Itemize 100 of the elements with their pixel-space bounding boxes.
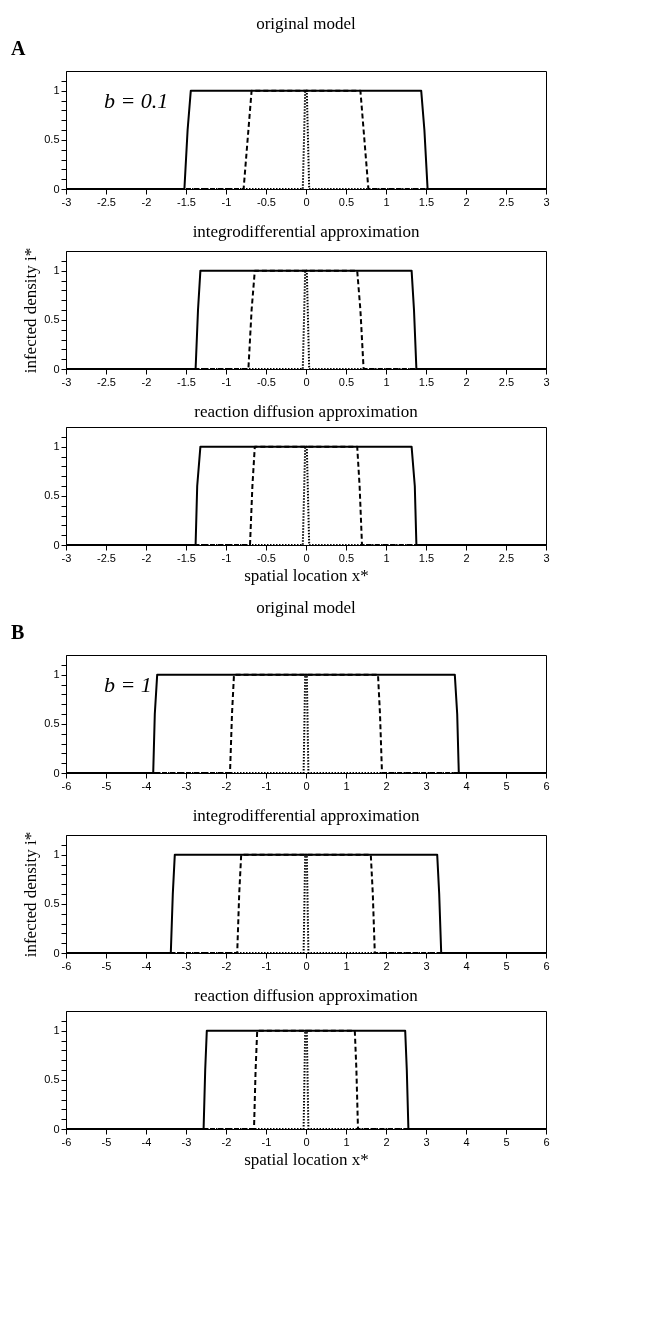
x-tick-label: -2 — [141, 375, 152, 388]
chart-title: reaction diffusion approximation — [194, 986, 419, 1005]
y-tick-label: 0 — [53, 1122, 60, 1135]
x-tick-label: -3 — [181, 1135, 192, 1148]
x-tick-label: -0.5 — [257, 375, 276, 388]
y-tick-label: 1 — [53, 1024, 60, 1037]
y-tick-label: 0.5 — [44, 717, 60, 730]
x-tick-label: 5 — [503, 1135, 510, 1148]
x-tick-label: 0 — [303, 959, 310, 972]
y-tick-label: 0 — [53, 766, 60, 779]
x-tick-label: -3 — [61, 551, 72, 564]
x-tick-label: -1.5 — [177, 551, 196, 564]
x-tick-label: 1 — [383, 375, 390, 388]
chart-title: integrodifferential approximation — [192, 222, 420, 242]
y-tick-label: 0 — [53, 538, 60, 551]
x-tick-label: -2.5 — [97, 195, 116, 208]
x-tick-label: 6 — [543, 959, 550, 972]
x-tick-label: -5 — [101, 1135, 112, 1148]
x-tick-label: 6 — [543, 779, 550, 792]
annotation: b = 0.1 — [104, 88, 169, 113]
x-tick-label: 3 — [423, 959, 430, 972]
chart-title: original model — [256, 14, 357, 33]
text: A — [11, 37, 26, 59]
x-tick-label: -1.5 — [177, 375, 196, 388]
y-tick-label: 0.5 — [44, 133, 60, 146]
x-tick-label: -1 — [261, 1135, 272, 1148]
x-tick-label: 2 — [383, 1135, 390, 1148]
annotation: b = 1 — [104, 672, 152, 697]
x-tick-label: 3 — [543, 195, 550, 208]
x-tick-label: 4 — [463, 959, 470, 972]
x-tick-label: -4 — [141, 1135, 152, 1148]
x-tick-label: 0.5 — [338, 195, 355, 208]
x-tick-label: -1 — [221, 195, 232, 208]
x-tick-label: 3 — [543, 551, 550, 564]
x-tick-label: 1 — [343, 1135, 350, 1148]
x-tick-label: -2 — [221, 959, 232, 972]
y-tick-label: 0.5 — [44, 489, 60, 502]
x-tick-label: 2 — [463, 195, 470, 208]
x-tick-label: 1 — [343, 779, 350, 792]
x-tick-label: 1.5 — [418, 551, 435, 564]
x-tick-label: -3 — [61, 375, 72, 388]
x-tick-label: -1 — [261, 959, 272, 972]
y-tick-label: 0 — [53, 182, 60, 195]
x-tick-label: 0 — [303, 1135, 310, 1148]
x-tick-label: 0 — [303, 779, 310, 792]
x-tick-label: -0.5 — [257, 551, 276, 564]
x-tick-label: 5 — [503, 959, 510, 972]
x-tick-label: -3 — [181, 959, 192, 972]
y-axis-title: infected density i* — [21, 831, 41, 958]
x-tick-label: -2 — [221, 1135, 232, 1148]
x-tick-label: 2 — [383, 779, 390, 792]
chart-title: reaction diffusion approximation — [194, 402, 419, 421]
x-tick-label: -1 — [221, 375, 232, 388]
chart-title: original model — [256, 598, 357, 617]
y-tick-label: 1 — [53, 848, 60, 861]
x-tick-label: 1 — [343, 959, 350, 972]
x-tick-label: -1 — [221, 551, 232, 564]
x-tick-label: 3 — [423, 779, 430, 792]
x-tick-label: 4 — [463, 1135, 470, 1148]
x-tick-label: -2.5 — [97, 551, 116, 564]
x-axis-title: spatial location x* — [244, 565, 369, 585]
x-tick-label: 1 — [383, 195, 390, 208]
x-tick-label: 0 — [303, 551, 310, 564]
x-tick-label: 2.5 — [498, 375, 515, 388]
x-tick-label: 1 — [383, 551, 390, 564]
x-tick-label: -0.5 — [257, 195, 276, 208]
x-tick-label: -2 — [141, 551, 152, 564]
x-tick-label: 3 — [423, 1135, 430, 1148]
y-tick-label: 1 — [53, 668, 60, 681]
x-tick-label: 0.5 — [338, 551, 355, 564]
x-tick-label: 0 — [303, 195, 310, 208]
x-tick-label: -4 — [141, 779, 152, 792]
x-tick-label: -1 — [261, 779, 272, 792]
x-tick-label: -6 — [61, 1135, 72, 1148]
x-tick-label: -6 — [61, 779, 72, 792]
y-tick-label: 1 — [53, 84, 60, 97]
x-tick-label: -5 — [101, 779, 112, 792]
x-axis-title: spatial location x* — [244, 1149, 369, 1169]
y-tick-label: 1 — [53, 264, 60, 277]
x-tick-label: 2.5 — [498, 551, 515, 564]
x-tick-label: 2 — [463, 375, 470, 388]
y-tick-label: 1 — [53, 440, 60, 453]
x-tick-label: -5 — [101, 959, 112, 972]
y-tick-label: 0.5 — [44, 897, 60, 910]
x-tick-label: 4 — [463, 779, 470, 792]
x-tick-label: 3 — [543, 375, 550, 388]
y-axis-title: infected density i* — [21, 247, 41, 374]
x-tick-label: -6 — [61, 959, 72, 972]
x-tick-label: 2 — [463, 551, 470, 564]
x-tick-label: 0 — [303, 375, 310, 388]
y-tick-label: 0 — [53, 946, 60, 959]
x-tick-label: 0.5 — [338, 375, 355, 388]
x-tick-label: 2 — [383, 959, 390, 972]
x-tick-label: -1.5 — [177, 195, 196, 208]
x-tick-label: 2.5 — [498, 195, 515, 208]
x-tick-label: -2.5 — [97, 375, 116, 388]
x-tick-label: -4 — [141, 959, 152, 972]
x-tick-label: 1.5 — [418, 195, 435, 208]
x-tick-label: -2 — [141, 195, 152, 208]
y-tick-label: 0.5 — [44, 313, 60, 326]
